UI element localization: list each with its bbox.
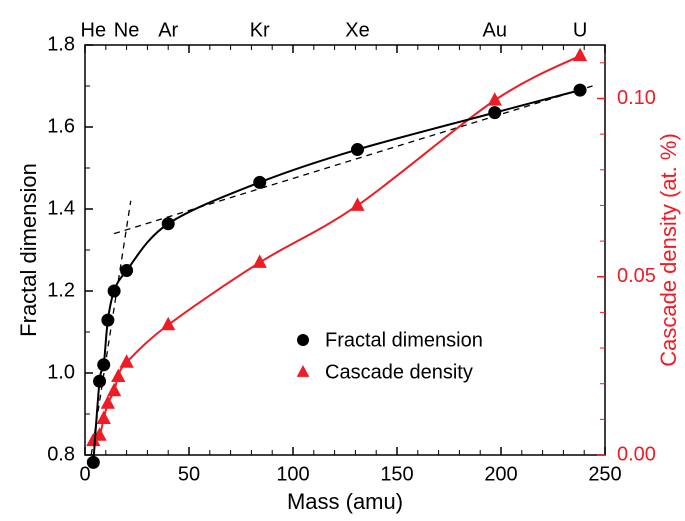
fractal-point: [489, 107, 501, 119]
cascade-point: [488, 93, 501, 105]
svg-text:150: 150: [380, 463, 413, 485]
guide-line: [114, 86, 592, 234]
svg-text:1.6: 1.6: [47, 115, 75, 137]
x-axis-title: Mass (amu): [287, 489, 403, 514]
svg-text:100: 100: [276, 463, 309, 485]
svg-text:0.05: 0.05: [617, 265, 656, 287]
fractal-point: [102, 314, 114, 326]
top-label-ar: Ar: [158, 19, 178, 41]
legend-label: Fractal dimension: [325, 329, 483, 351]
svg-text:200: 200: [484, 463, 517, 485]
fractal-line: [93, 90, 580, 462]
svg-text:0.00: 0.00: [617, 443, 656, 465]
svg-text:1.0: 1.0: [47, 361, 75, 383]
fractal-point: [351, 144, 363, 156]
top-label-he: He: [81, 19, 107, 41]
svg-text:1.4: 1.4: [47, 197, 75, 219]
dual-axis-chart: 050100150200250Mass (amu)0.81.01.21.41.6…: [0, 0, 685, 521]
legend-label: Cascade density: [325, 361, 473, 383]
cascade-point: [108, 384, 121, 396]
cascade-point: [112, 370, 125, 382]
svg-text:1.2: 1.2: [47, 279, 75, 301]
fractal-point: [162, 218, 174, 230]
cascade-point: [574, 49, 587, 61]
top-label-u: U: [573, 19, 587, 41]
fractal-point: [254, 176, 266, 188]
top-label-au: Au: [483, 19, 507, 41]
cascade-point: [253, 255, 266, 267]
svg-text:0.8: 0.8: [47, 443, 75, 465]
top-label-xe: Xe: [345, 19, 369, 41]
fractal-point: [87, 456, 99, 468]
fractal-point: [574, 84, 586, 96]
y-left-axis-title: Fractal dimension: [16, 163, 41, 337]
fractal-point: [94, 375, 106, 387]
fractal-point: [121, 265, 133, 277]
cascade-point: [97, 412, 110, 424]
legend-marker-circle: [297, 334, 309, 346]
cascade-point: [102, 396, 115, 408]
fractal-point: [108, 285, 120, 297]
svg-text:0.10: 0.10: [617, 87, 656, 109]
top-label-ne: Ne: [114, 19, 140, 41]
svg-text:250: 250: [588, 463, 621, 485]
top-label-kr: Kr: [250, 19, 270, 41]
svg-text:50: 50: [178, 463, 200, 485]
cascade-point: [162, 318, 175, 330]
svg-text:1.8: 1.8: [47, 33, 75, 55]
y-right-axis-title: Cascade density (at. %): [656, 133, 681, 367]
fractal-point: [98, 359, 110, 371]
cascade-point: [351, 198, 364, 210]
legend-marker-triangle: [297, 365, 310, 377]
